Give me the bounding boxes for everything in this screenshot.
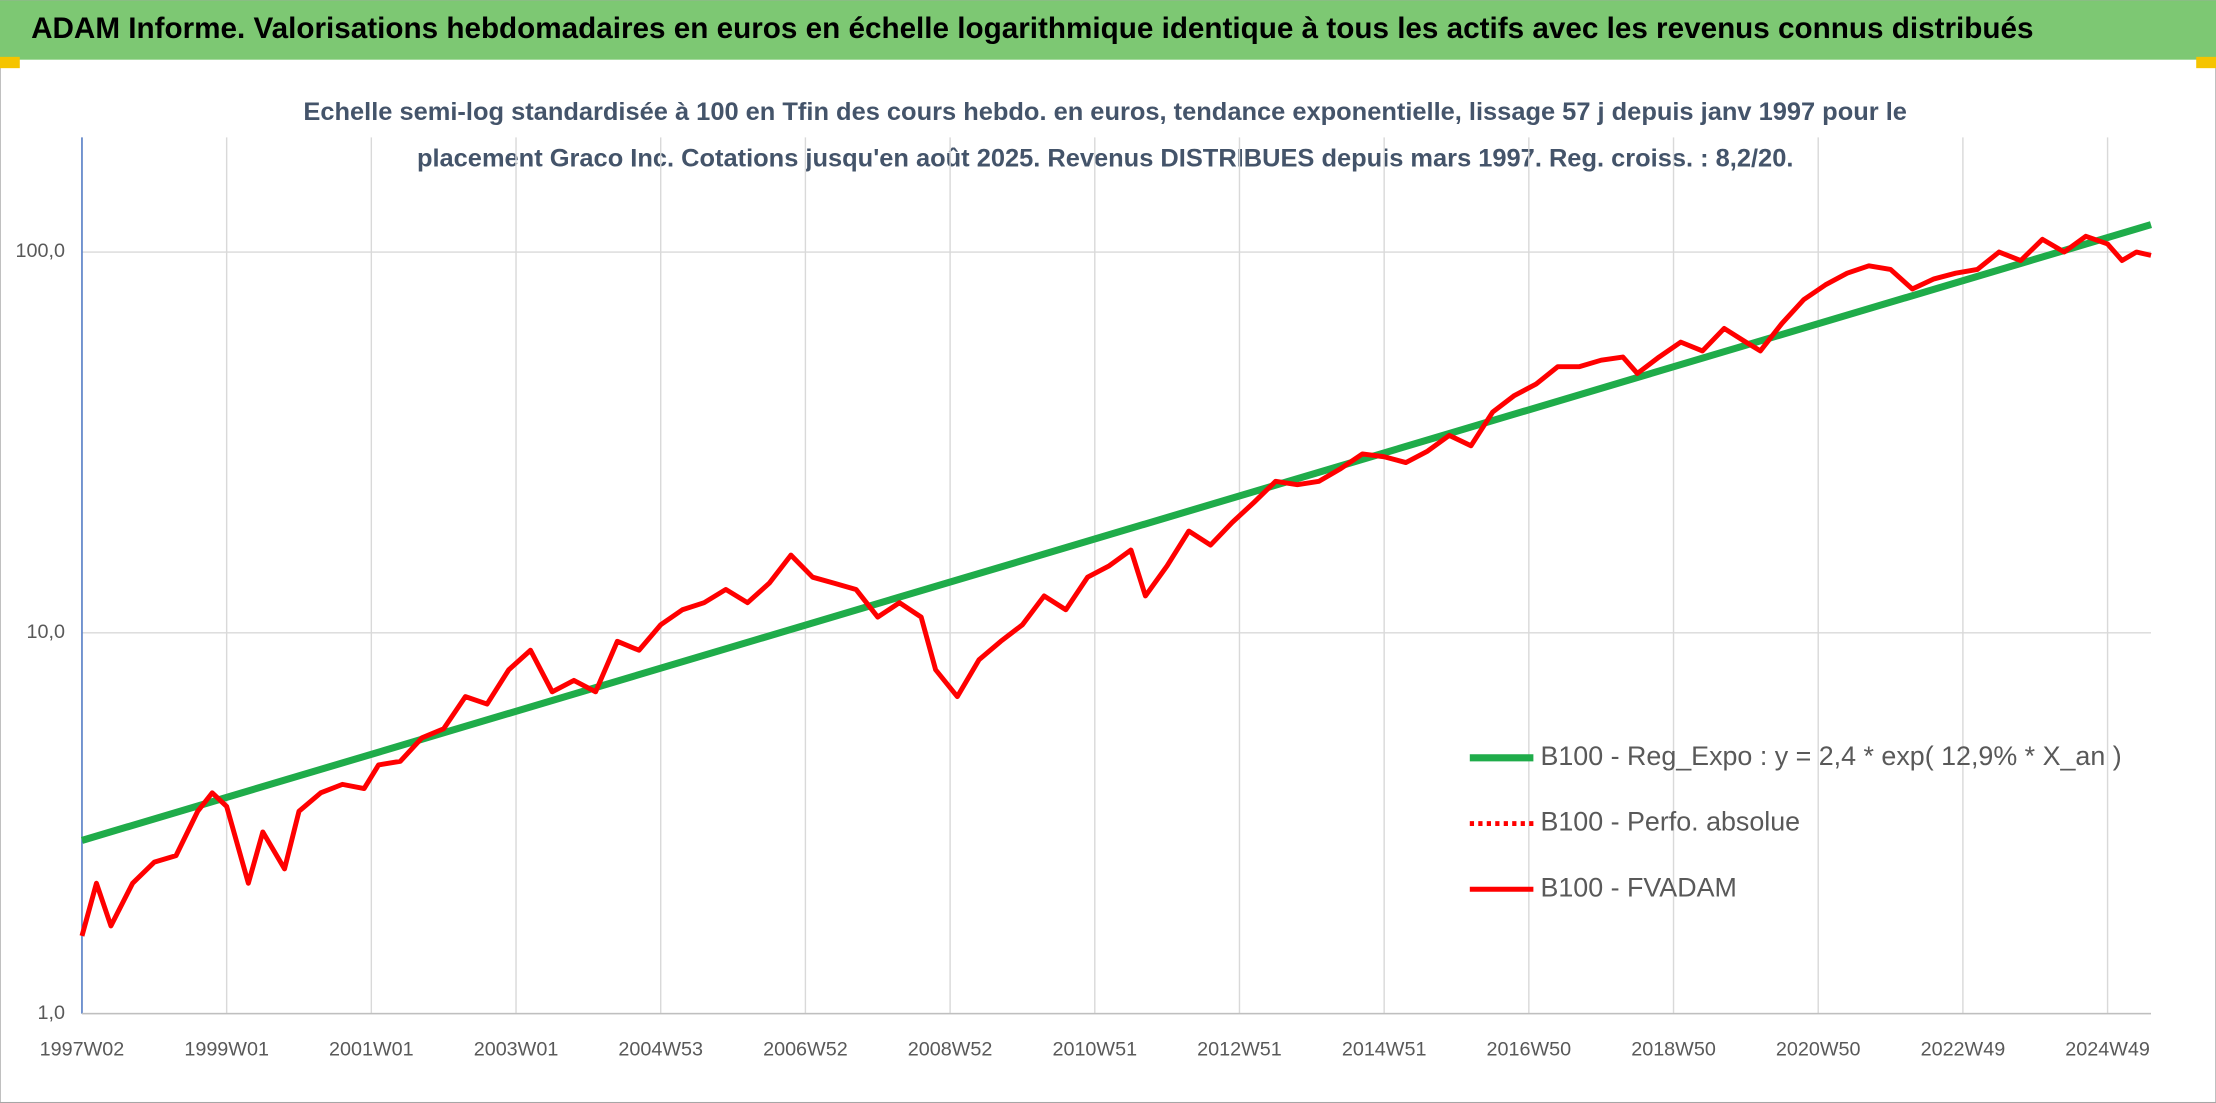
corner bbox=[0, 56, 20, 69]
x-tick-label: 2006W52 bbox=[763, 1039, 848, 1061]
legend-label: B100 - Reg_Expo : y = 2,4 * exp( 12,9% *… bbox=[1540, 741, 2121, 771]
x-tick-label: 2010W51 bbox=[1052, 1039, 1137, 1061]
y-tick-label: 100,0 bbox=[16, 240, 65, 262]
x-tick-label: 2012W51 bbox=[1197, 1039, 1282, 1061]
chart-title: ADAM Informe. Valorisations hebdomadaire… bbox=[31, 12, 2033, 45]
subtitle: placement Graco Inc. Cotations jusqu'en … bbox=[417, 145, 1793, 173]
title-bar bbox=[0, 0, 2216, 60]
x-tick-label: 1997W02 bbox=[40, 1039, 125, 1061]
subtitle: Echelle semi-log standardisée à 100 en T… bbox=[303, 98, 1907, 126]
legend-label: B100 - FVADAM bbox=[1540, 872, 1736, 902]
x-tick-label: 2001W01 bbox=[329, 1039, 414, 1061]
x-tick-label: 2014W51 bbox=[1342, 1039, 1427, 1061]
x-tick-label: 2016W50 bbox=[1487, 1039, 1572, 1061]
x-tick-label: 2024W49 bbox=[2065, 1039, 2150, 1061]
x-tick-label: 2003W01 bbox=[474, 1039, 559, 1061]
y-tick-label: 1,0 bbox=[38, 1002, 65, 1024]
legend-label: B100 - Perfo. absolue bbox=[1540, 807, 1800, 837]
x-tick-label: 2020W50 bbox=[1776, 1039, 1861, 1061]
x-tick-label: 1999W01 bbox=[184, 1039, 269, 1061]
corner bbox=[2196, 56, 2216, 69]
y-tick-label: 10,0 bbox=[27, 621, 65, 643]
x-tick-label: 2018W50 bbox=[1631, 1039, 1716, 1061]
x-tick-label: 2004W53 bbox=[618, 1039, 703, 1061]
x-tick-label: 2022W49 bbox=[1921, 1039, 2006, 1061]
x-tick-label: 2008W52 bbox=[908, 1039, 993, 1061]
series-line bbox=[79, 233, 2152, 937]
